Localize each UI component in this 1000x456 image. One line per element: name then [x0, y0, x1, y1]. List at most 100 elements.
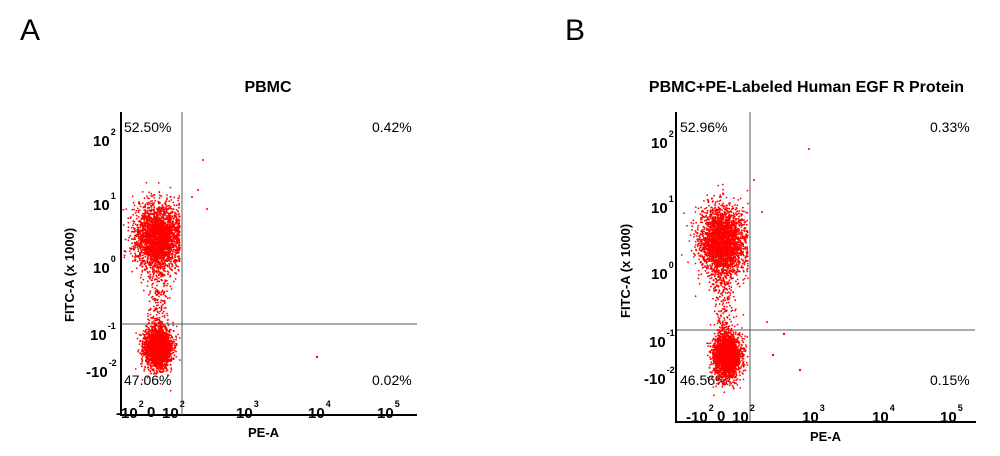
panel-a-event-upper-left	[164, 211, 166, 213]
panel-a-event-upper-left	[153, 265, 156, 268]
panel-a-event-lower-left	[151, 362, 153, 364]
panel-a-event-upper-left	[143, 244, 146, 246]
panel-a-event-upper-left	[145, 239, 147, 241]
panel-a-event-upper-left	[165, 210, 168, 213]
panel-a-event-upper-left	[173, 204, 176, 207]
panel-a-event-upper-left	[165, 207, 167, 209]
panel-a-ytick: 101	[93, 191, 116, 214]
panel-a-event-upper-left	[144, 269, 146, 271]
panel-a-event-upper-left	[177, 218, 180, 221]
panel-a-event-upper-left	[140, 221, 142, 224]
panel-a-event-lower-left	[155, 367, 158, 369]
panel-a-event-upper-left	[158, 197, 161, 200]
panel-a-event-upper-left	[150, 253, 152, 256]
panel-a-event-lower-left	[168, 358, 171, 361]
panel-a-event-upper-left	[147, 231, 150, 233]
panel-a-event-lower-left	[143, 354, 146, 357]
panel-a-event-upper-left	[140, 250, 143, 253]
panel-a-event-upper-left	[156, 248, 158, 251]
panel-a-event-upper-left	[151, 240, 154, 243]
panel-a-event-upper-left	[135, 267, 138, 270]
panel-a-event-upper-left	[173, 234, 176, 237]
panel-a-event-upper-left	[170, 253, 173, 256]
panel-a-event-upper-left	[133, 238, 136, 241]
panel-a-event-lower-left	[154, 362, 157, 365]
panel-a-event-upper-left	[148, 234, 151, 236]
panel-a-event-lower-left	[175, 356, 178, 358]
panel-a-event-lower-left	[143, 343, 146, 346]
panel-a-event-upper-left	[171, 233, 174, 236]
panel-a-event-upper-left	[157, 182, 160, 184]
panel-a-event-upper-left	[151, 218, 154, 220]
panel-a-event-upper-left	[155, 225, 157, 228]
panel-a-event-upper-left	[157, 240, 160, 242]
panel-a-event-upper-left	[133, 220, 136, 223]
panel-a-event-upper-left	[175, 204, 178, 207]
panel-a-event-lower-left	[164, 355, 167, 358]
panel-a-event-lower-left	[160, 345, 163, 348]
panel-a-event-upper-left	[165, 205, 168, 208]
panel-a-event-lower-left	[145, 331, 148, 334]
panel-a-event-upper-left	[144, 261, 147, 263]
panel-a-event-upper-left	[177, 255, 180, 258]
panel-a-event-upper-left	[148, 253, 151, 255]
panel-a-event-lower-left	[141, 355, 144, 358]
panel-b-letter: B	[565, 14, 586, 47]
panel-a-event-lower-left	[140, 365, 143, 368]
panel-a-event-upper-left	[145, 231, 148, 234]
panel-a-event-lower-left	[138, 343, 141, 345]
panel-a-event-upper-left	[153, 232, 156, 235]
panel-a-event-lower-left	[173, 341, 176, 343]
panel-a-event-lower-left	[134, 368, 137, 370]
panel-a-event-lower-left	[152, 343, 155, 346]
panel-a-event-upper-left	[133, 231, 136, 234]
panel-a-event-upper-left	[135, 214, 138, 217]
panel-a-event-lower-left	[150, 372, 153, 375]
panel-a-event-upper-left	[169, 232, 171, 235]
panel-a-event-upper-left	[154, 237, 157, 239]
panel-a-event-upper-left	[141, 269, 144, 272]
panel-a-event-upper-left	[136, 243, 139, 246]
panel-a-event-lower-left	[144, 353, 147, 356]
panel-a-event-upper-left	[146, 202, 149, 205]
panel-a-event-lower-left	[175, 338, 177, 341]
panel-a-event-upper-left	[160, 195, 163, 198]
panel-a-event-upper-left	[141, 202, 144, 205]
panel-a-event-upper-left	[134, 212, 137, 214]
panel-a-event-upper-left	[141, 254, 144, 257]
panel-a-event-upper-left	[174, 251, 176, 254]
panel-a-event-lower-left	[168, 348, 170, 350]
panel-a-event-lower-left	[142, 346, 145, 348]
panel-a-event-upper-left	[167, 220, 170, 223]
panel-a-event-upper-left	[147, 207, 149, 209]
panel-a-event-upper-left	[130, 247, 133, 250]
panel-a-event-lower-left	[167, 356, 170, 359]
panel-a-xtick: 103	[236, 399, 259, 422]
panel-a-event-upper-left	[143, 214, 146, 217]
panel-a-event-upper-left	[147, 228, 150, 231]
panel-a-event-upper-left	[175, 245, 178, 247]
panel-a-quad-lr: 0.02%	[372, 372, 412, 388]
panel-a-event-upper-left	[133, 227, 135, 229]
panel-a-event-upper-left	[137, 256, 140, 259]
panel-a-event-upper-left	[129, 234, 132, 237]
panel-a-event-upper-left	[142, 218, 145, 221]
panel-a-event-upper-left	[150, 228, 152, 231]
panel-a-event-upper-left	[170, 248, 173, 251]
panel-b-plot-frame	[675, 112, 976, 423]
panel-a-event-lower-left	[146, 363, 149, 365]
panel-a-event-lower-left	[156, 344, 159, 347]
panel-a-xlabel: PE-A	[248, 425, 280, 440]
panel-a-event-upper-left	[127, 239, 130, 242]
panel-a-event-upper-left	[166, 244, 169, 246]
panel-a-event-lower-left	[153, 353, 156, 356]
panel-a-event-upper-left	[153, 197, 156, 199]
panel-a-event-upper-left	[127, 226, 130, 229]
panel-a-event-upper-left	[173, 248, 176, 251]
panel-a-event-upper-left	[150, 202, 152, 205]
panel-a-event-upper-left	[162, 259, 164, 262]
panel-a-event-upper-left	[159, 214, 162, 217]
panel-a-event-upper-left	[152, 208, 155, 211]
panel-a-event-upper-left	[178, 202, 181, 205]
panel-a-quad-ul: 52.50%	[124, 119, 172, 135]
